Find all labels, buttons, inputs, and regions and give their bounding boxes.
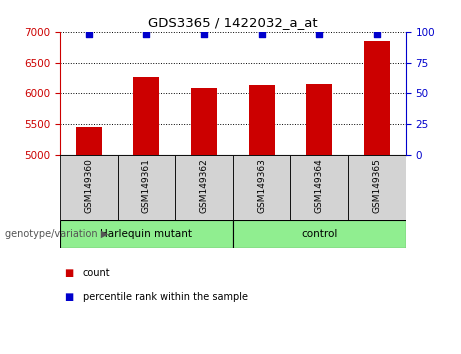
Text: ■: ■ bbox=[65, 292, 74, 302]
FancyBboxPatch shape bbox=[175, 155, 233, 220]
Text: GSM149363: GSM149363 bbox=[257, 159, 266, 213]
Point bbox=[142, 32, 150, 37]
Text: GSM149364: GSM149364 bbox=[315, 159, 324, 213]
FancyBboxPatch shape bbox=[290, 155, 348, 220]
FancyBboxPatch shape bbox=[118, 155, 175, 220]
Text: genotype/variation ▶: genotype/variation ▶ bbox=[5, 229, 108, 239]
Point bbox=[85, 32, 92, 37]
FancyBboxPatch shape bbox=[348, 155, 406, 220]
Bar bbox=[248, 85, 275, 155]
Text: percentile rank within the sample: percentile rank within the sample bbox=[83, 292, 248, 302]
Bar bbox=[133, 77, 160, 155]
Bar bbox=[191, 88, 217, 155]
FancyBboxPatch shape bbox=[233, 220, 406, 248]
Text: GSM149360: GSM149360 bbox=[84, 159, 93, 213]
Text: count: count bbox=[83, 268, 111, 278]
FancyBboxPatch shape bbox=[233, 155, 290, 220]
Bar bbox=[76, 127, 102, 155]
Bar bbox=[306, 84, 332, 155]
Text: Harlequin mutant: Harlequin mutant bbox=[100, 229, 192, 239]
Text: GSM149365: GSM149365 bbox=[372, 159, 381, 213]
Point bbox=[258, 32, 266, 37]
FancyBboxPatch shape bbox=[60, 155, 118, 220]
Title: GDS3365 / 1422032_a_at: GDS3365 / 1422032_a_at bbox=[148, 16, 318, 29]
Text: ■: ■ bbox=[65, 268, 74, 278]
FancyBboxPatch shape bbox=[60, 220, 233, 248]
Text: GSM149361: GSM149361 bbox=[142, 159, 151, 213]
Bar bbox=[364, 41, 390, 155]
Point bbox=[373, 32, 381, 37]
Text: GSM149362: GSM149362 bbox=[200, 159, 208, 213]
Text: control: control bbox=[301, 229, 337, 239]
Point bbox=[315, 32, 323, 37]
Point bbox=[200, 32, 207, 37]
